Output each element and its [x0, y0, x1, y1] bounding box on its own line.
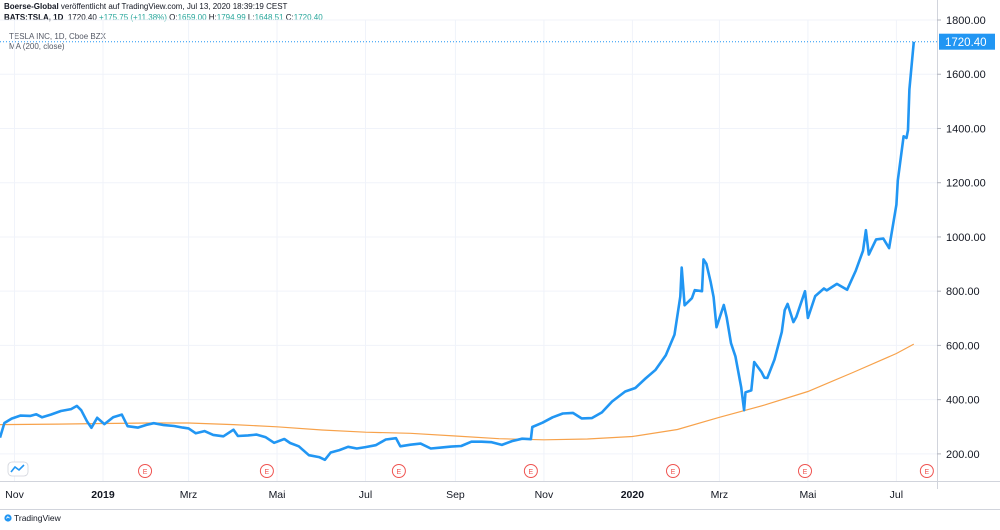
high-label: H: [208, 13, 217, 22]
open-label: O: [169, 13, 178, 22]
y-tick-label: 600.00 [946, 340, 980, 352]
low-value: 1648.51 [254, 13, 284, 22]
high-value: 1794.99 [216, 13, 246, 22]
earnings-circle [259, 464, 274, 478]
earnings-marker: E [666, 464, 681, 478]
last-price-marker: 1720.40 [939, 33, 995, 50]
y-tick-label: 200.00 [946, 449, 980, 461]
earnings-label: E [671, 469, 676, 476]
last-price-badge [939, 33, 995, 50]
earnings-marker: E [138, 464, 153, 478]
close-value: 1720.40 [293, 13, 323, 22]
legend-indicator[interactable]: MA (200, close) [9, 42, 65, 51]
footer: TradingView [4, 513, 62, 523]
axes-frame [0, 0, 1000, 510]
series-layer [0, 41, 937, 462]
earnings-circle [138, 464, 153, 478]
tradingview-logo-icon [7, 461, 29, 477]
x-tick-label: Nov [535, 489, 554, 501]
author[interactable]: Boerse-Global [4, 2, 59, 11]
grid [0, 19, 937, 481]
ma200-line [0, 343, 915, 441]
earnings-label: E [265, 469, 270, 476]
y-tick-label: 1800.00 [946, 15, 986, 27]
close-label: C: [285, 13, 294, 22]
earnings-label: E [803, 469, 808, 476]
earnings-label: E [397, 469, 402, 476]
earnings-marker: E [391, 464, 406, 478]
y-axis: 200.00 400.00 600.00 800.00 1000.00 1200.00 14… [937, 15, 986, 461]
x-tick-label: 2019 [91, 489, 115, 501]
open-value: 1659.00 [177, 13, 207, 22]
y-tick-label: 1400.00 [946, 123, 986, 135]
earnings-label: E [925, 469, 930, 476]
earnings-circle [666, 464, 681, 478]
last-price: 1720.40 [67, 13, 97, 22]
x-tick-label: Mrz [180, 489, 198, 501]
y-tick-label: 1600.00 [946, 69, 986, 81]
y-tick-label: 1000.00 [946, 232, 986, 244]
earnings-label: E [529, 469, 534, 476]
x-tick-label: Nov [5, 489, 24, 501]
earnings-marker: E [259, 464, 274, 478]
earnings-marker: E [919, 464, 934, 478]
publish-info: Boerse-Global veröffentlicht auf Trading… [4, 2, 287, 11]
earnings-label: E [143, 469, 148, 476]
last-price-label: 1720.40 [945, 37, 987, 49]
earnings-circle [523, 464, 538, 478]
x-tick-label: 2020 [621, 489, 645, 501]
tradingview-brand-icon [4, 514, 12, 522]
x-tick-label: Mai [269, 489, 286, 501]
earnings-marker: E [523, 464, 538, 478]
publish-note: veröffentlicht auf TradingView.com, Jul … [60, 2, 288, 11]
symbol-label: BATS:TSLA, 1D [4, 13, 64, 22]
y-tick-label: 800.00 [946, 286, 980, 298]
x-tick-label: Mrz [711, 489, 729, 501]
x-axis: Nov 2019 Mrz Mai Jul Sep Nov 2020 Mrz Mai Jul [5, 489, 903, 501]
footer-brand[interactable]: TradingView [14, 513, 62, 523]
price-change: +175.75 (+11.38%) [99, 13, 167, 22]
y-tick-label: 400.00 [946, 395, 980, 407]
earnings-circle [798, 464, 813, 478]
x-tick-label: Jul [359, 489, 372, 501]
earnings-circle [919, 464, 934, 478]
low-label: L: [247, 13, 255, 22]
earnings-circle [391, 464, 406, 478]
ohlc-header: BATS:TSLA, 1D 1720.40 +175.75 (+11.38%) … [4, 13, 323, 22]
earnings-marker: E [798, 464, 813, 478]
price-line [0, 41, 916, 462]
x-tick-label: Mai [799, 489, 816, 501]
x-tick-label: Sep [446, 489, 465, 501]
x-tick-label: Jul [890, 489, 903, 501]
legend-instrument[interactable]: TESLA INC, 1D, Cboe BZX [9, 32, 106, 41]
y-tick-label: 1200.00 [946, 178, 986, 190]
